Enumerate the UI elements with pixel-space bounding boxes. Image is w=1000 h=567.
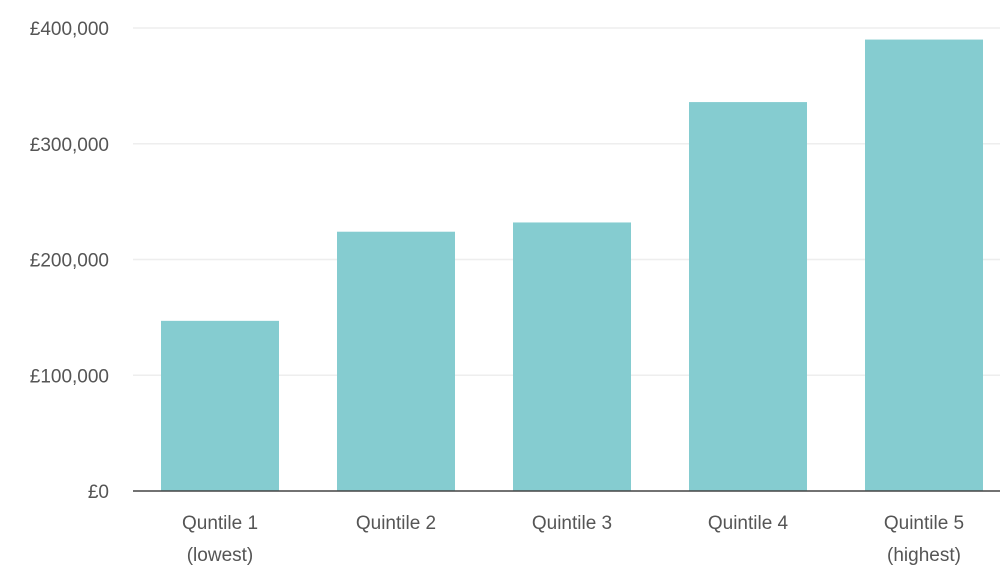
x-tick-label-line: Quintile 2 xyxy=(356,513,436,534)
x-tick-label: Quintile 2 xyxy=(356,513,436,534)
x-axis-tick-labels: Quntile 1 (lowest) Quintile 2 Quintile 3 Qui… xyxy=(182,513,964,566)
y-tick-label: £200,000 xyxy=(30,251,109,272)
y-tick-label: £100,000 xyxy=(30,366,109,387)
bar xyxy=(689,102,807,491)
x-tick-label: Quintile 3 xyxy=(532,513,612,534)
y-tick-label: £400,000 xyxy=(30,19,109,40)
y-tick-label: £300,000 xyxy=(30,135,109,156)
x-tick-label-line: (highest) xyxy=(887,545,961,566)
bar xyxy=(161,320,279,491)
bar xyxy=(865,39,983,491)
bar xyxy=(513,222,631,491)
x-tick-label: Quintile 5 (highest) xyxy=(884,513,964,566)
bar xyxy=(337,231,455,491)
y-axis-tick-labels: £0 £100,000 £200,000 £300,000 £400,000 xyxy=(30,19,109,503)
x-tick-label-line: Quintile 5 xyxy=(884,513,964,534)
x-tick-label-line: Quntile 1 xyxy=(182,513,258,534)
x-tick-label: Quntile 1 (lowest) xyxy=(182,513,258,566)
x-tick-label-line: Quintile 3 xyxy=(532,513,612,534)
x-tick-label-line: Quintile 4 xyxy=(708,513,789,534)
y-tick-label: £0 xyxy=(88,482,109,503)
bars xyxy=(161,39,983,491)
x-tick-label-line: (lowest) xyxy=(187,545,254,566)
x-tick-label: Quintile 4 xyxy=(708,513,789,534)
